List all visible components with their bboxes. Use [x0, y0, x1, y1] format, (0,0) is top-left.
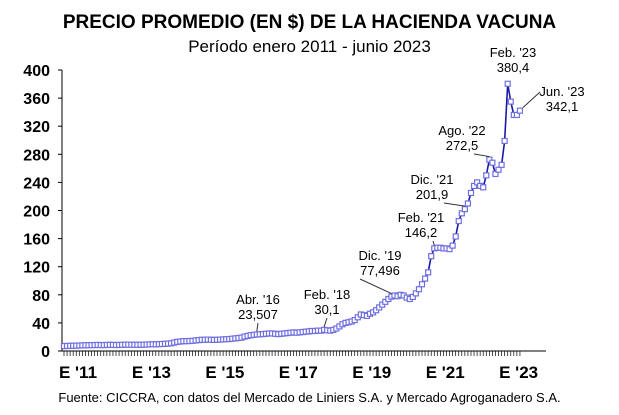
annotation-label: Dic. '21: [411, 172, 454, 187]
annotation-label: Feb. '21: [398, 210, 445, 225]
data-point: [415, 286, 423, 293]
data-point: [449, 242, 456, 249]
annotation-label: Abr. '16: [236, 292, 280, 307]
data-point: [504, 80, 511, 87]
y-tick-label: 80: [32, 288, 50, 305]
y-tick-label: 200: [23, 204, 50, 221]
data-point: [461, 206, 468, 213]
annotation-leader: [323, 317, 328, 328]
y-tick-label: 400: [23, 63, 50, 80]
y-tick-label: 360: [23, 91, 50, 108]
data-point: [507, 98, 514, 105]
x-tick-label: E '13: [132, 363, 171, 382]
annotation-leader: [443, 202, 465, 207]
data-point: [483, 172, 490, 179]
annotation-label: Ago. '22: [438, 123, 485, 138]
data-point: [452, 233, 459, 240]
x-tick-label: E '19: [352, 363, 391, 382]
annotation-value: 77,496: [360, 263, 400, 278]
data-point: [455, 217, 462, 225]
data-point: [498, 161, 505, 168]
annotation-leader: [432, 240, 435, 246]
chart-title: PRECIO PROMEDIO (EN $) DE LA HACIENDA VA…: [62, 12, 557, 33]
annotation-label: Dic. '19: [359, 248, 402, 263]
annotation-leader: [256, 322, 259, 332]
annotation-label: Feb. '18: [304, 287, 351, 302]
data-point: [467, 189, 475, 197]
data-point: [464, 200, 472, 207]
data-point: [480, 184, 487, 191]
x-tick-label: E '21: [426, 363, 465, 382]
y-tick-label: 240: [23, 175, 50, 192]
y-tick-label: 160: [23, 232, 50, 249]
source-note: Fuente: CICCRA, con datos del Mercado de…: [58, 390, 561, 405]
y-tick-label: 40: [32, 316, 50, 333]
annotation-leader: [359, 278, 392, 295]
annotation-label: Jun. '23: [539, 84, 584, 99]
annotation-value: 30,1: [314, 302, 339, 317]
x-tick-label: E '23: [499, 363, 538, 382]
y-tick-label: 120: [23, 260, 50, 277]
data-point: [501, 137, 508, 145]
annotation-value: 23,507: [238, 307, 278, 322]
chart-subtitle: Período enero 2011 - junio 2023: [188, 37, 431, 56]
data-point: [495, 166, 502, 173]
data-point: [418, 281, 426, 288]
y-tick-label: 320: [23, 119, 50, 136]
annotation-leader: [473, 153, 490, 158]
x-tick-label: E '11: [59, 363, 97, 382]
annotation-leader: [522, 91, 541, 109]
x-tick-label: E '17: [279, 363, 318, 382]
data-point: [428, 253, 435, 260]
annotation-value: 380,4: [497, 60, 530, 75]
data-point: [516, 107, 524, 114]
y-tick-label: 280: [23, 147, 50, 164]
data-point: [421, 275, 429, 282]
annotation-value: 272,5: [446, 138, 479, 153]
data-point: [489, 159, 496, 166]
annotation-value: 342,1: [546, 99, 579, 114]
annotation-value: 201,9: [416, 187, 449, 202]
annotation-value: 146,2: [405, 225, 438, 240]
y-tick-label: 0: [41, 344, 50, 361]
data-point: [425, 269, 432, 276]
annotation-label: Feb. '23: [490, 45, 537, 60]
x-tick-label: E '15: [205, 363, 244, 382]
